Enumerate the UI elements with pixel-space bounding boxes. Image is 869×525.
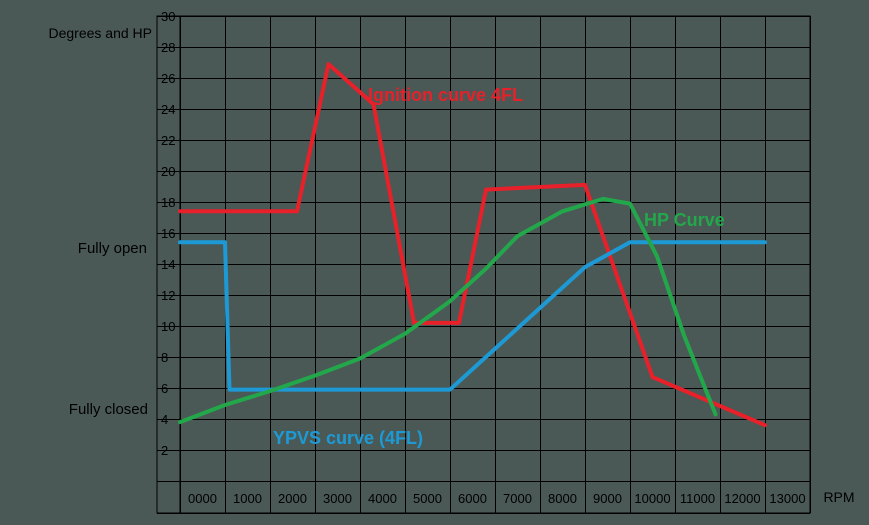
y-tick-label: 18 [161, 195, 175, 210]
series-line-2 [178, 196, 718, 425]
x-tick-label: 8000 [548, 491, 577, 506]
series-layer [178, 62, 767, 428]
y-tick-label: 6 [161, 381, 168, 396]
series-line-1 [178, 240, 767, 392]
series-line-0 [178, 62, 767, 428]
x-tick-label: 1000 [233, 491, 262, 506]
x-tick-label: 5000 [413, 491, 442, 506]
x-tick-label: 7000 [503, 491, 532, 506]
x-axis-label: RPM [823, 489, 854, 505]
x-tick-label: 3000 [323, 491, 352, 506]
y-tick-label: 28 [161, 40, 175, 55]
x-tick-label: 2000 [278, 491, 307, 506]
y-tick-label: 16 [161, 226, 175, 241]
annotation-fully-open: Fully open [78, 240, 147, 257]
y-tick-label: 10 [161, 319, 175, 334]
y-tick-label: 26 [161, 71, 175, 86]
x-tick-label: 9000 [593, 491, 622, 506]
x-tick-label: 4000 [368, 491, 397, 506]
series-label-hp: HP Curve [644, 210, 725, 230]
y-tick-label: 14 [161, 257, 175, 272]
y-tick-label: 4 [161, 412, 168, 427]
x-tick-label: 11000 [680, 491, 715, 506]
annotation-fully-closed: Fully closed [69, 401, 148, 418]
y-tick-label: 2 [161, 443, 168, 458]
series-label-ypvs: YPVS curve (4FL) [273, 428, 423, 448]
x-tick-label: 6000 [458, 491, 487, 506]
y-axis-label: Degrees and HP [48, 25, 152, 41]
x-tick-label: 13000 [769, 491, 805, 506]
y-tick-label: 22 [161, 133, 175, 148]
y-tick-label: 24 [161, 102, 175, 117]
y-tick-label: 12 [161, 288, 175, 303]
y-tick-label: 30 [161, 9, 175, 24]
series-label-ignition: Ignition curve 4FL [368, 85, 523, 105]
x-tick-labels: 0000 1000 2000 3000 4000 5000 6000 7000 8000 9000… [188, 491, 806, 506]
x-tick-label: 12000 [724, 491, 760, 506]
y-tick-label: 20 [161, 164, 175, 179]
x-tick-label: 0000 [188, 491, 217, 506]
grid [156, 15, 811, 514]
y-tick-label: 8 [161, 350, 168, 365]
x-tick-label: 10000 [634, 491, 670, 506]
